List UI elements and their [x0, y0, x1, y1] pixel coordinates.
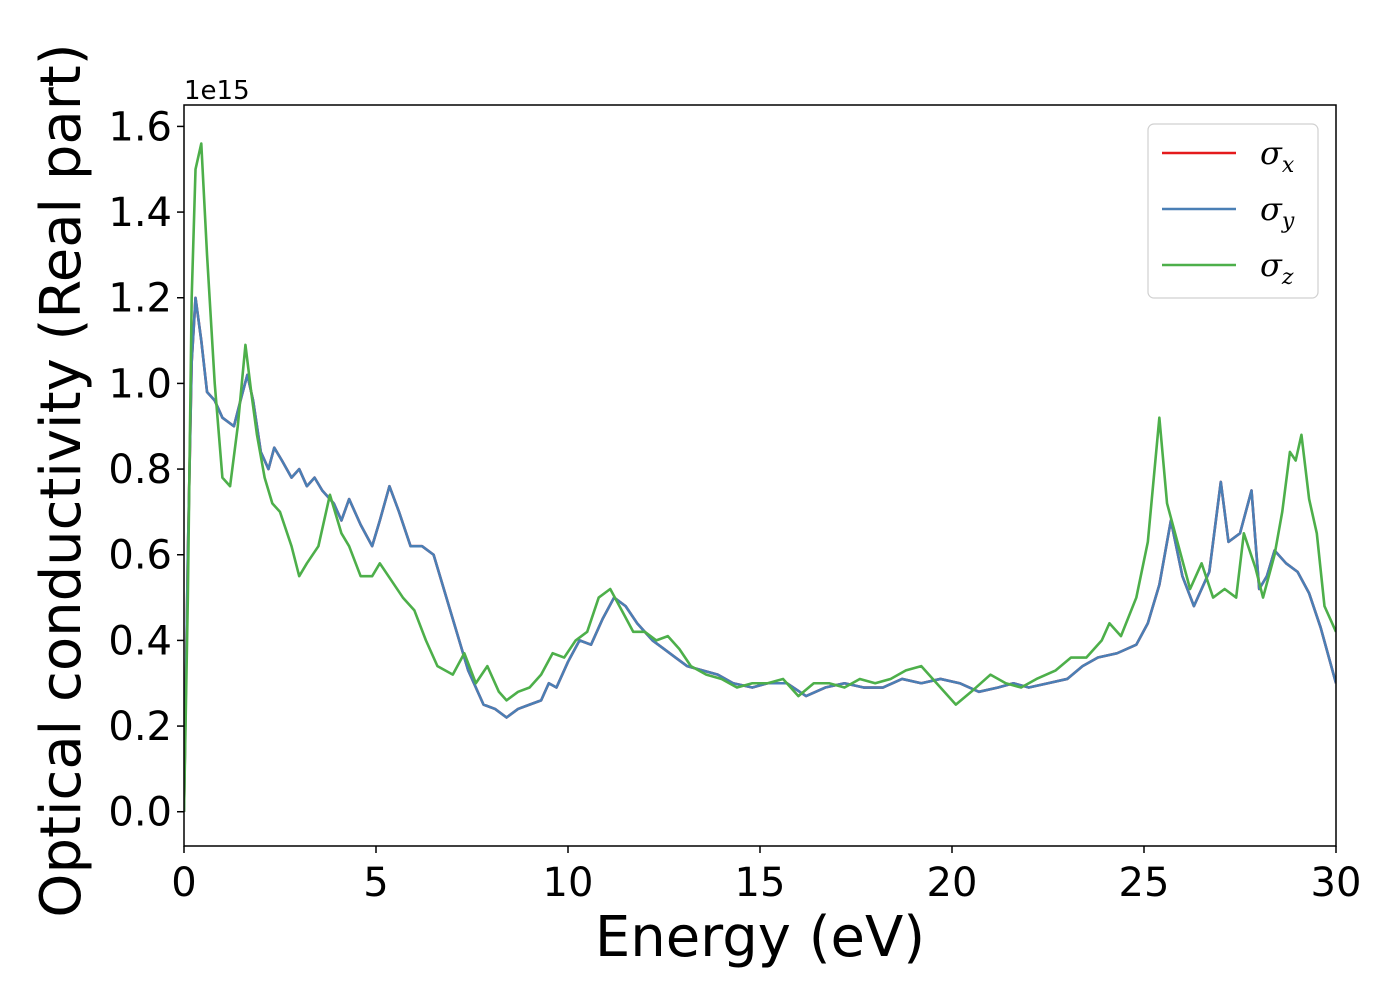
x-tick-label: 10	[543, 860, 594, 906]
y-axis-ticks: 0.0 0.2 0.4 0.6 0.8 1.0 1.2 1.4 1.6	[108, 104, 184, 836]
series-line-sigma-y	[184, 296, 1336, 812]
series-line-sigma-x	[184, 296, 1336, 812]
y-tick-label: 1.0	[108, 361, 172, 407]
y-axis-label: Optical conductivity (Real part)	[29, 43, 94, 917]
y-tick-label: 0.4	[108, 618, 172, 664]
series-line-sigma-z	[184, 142, 1336, 812]
y-tick-label: 0.0	[108, 790, 172, 836]
x-tick-label: 5	[363, 860, 388, 906]
y-tick-label: 1.6	[108, 104, 172, 150]
x-axis-ticks: 0 5 10 15 20 25 30	[171, 846, 1361, 906]
y-tick-label: 0.8	[108, 447, 172, 493]
legend-box	[1147, 123, 1319, 299]
y-tick-label: 0.2	[108, 704, 172, 750]
y-axis-offset-label: 1e15	[184, 76, 250, 106]
y-tick-label: 1.2	[108, 276, 172, 322]
x-tick-label: 15	[735, 860, 786, 906]
x-axis-label: Energy (eV)	[595, 905, 925, 970]
x-tick-label: 0	[171, 860, 196, 906]
x-tick-label: 25	[1119, 860, 1170, 906]
x-tick-label: 20	[927, 860, 978, 906]
x-tick-label: 30	[1311, 860, 1362, 906]
y-tick-label: 0.6	[108, 533, 172, 579]
y-tick-label: 1.4	[108, 190, 172, 236]
series-layer	[184, 142, 1336, 812]
